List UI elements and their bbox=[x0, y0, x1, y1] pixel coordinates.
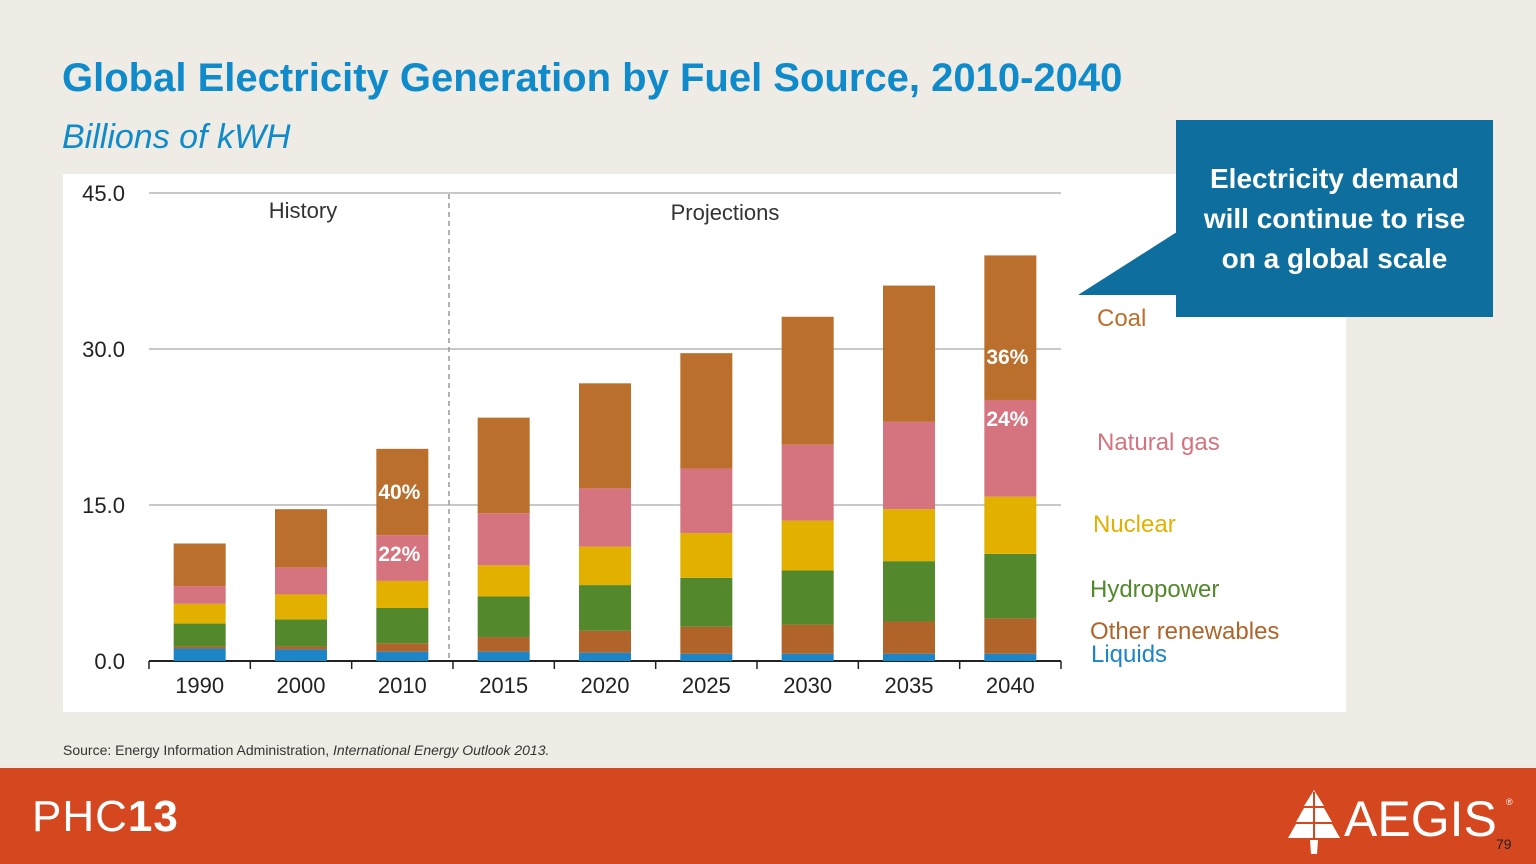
y-tick-label: 0.0 bbox=[94, 649, 125, 674]
footer-bar bbox=[0, 768, 1536, 864]
bar-segment-coal bbox=[275, 509, 327, 568]
x-tick-label: 2010 bbox=[378, 673, 427, 698]
bar-segment-coal bbox=[477, 417, 530, 514]
data-label: 22% bbox=[378, 543, 420, 566]
bar-segment-natural-gas bbox=[173, 586, 226, 604]
data-label: 24% bbox=[986, 408, 1028, 431]
x-tick-label: 2040 bbox=[986, 673, 1035, 698]
legend-label-coal: Coal bbox=[1097, 305, 1146, 332]
phc-logo: PHC13 bbox=[32, 792, 179, 842]
bar-segment-natural-gas bbox=[477, 513, 530, 566]
bar-segment-liquids bbox=[984, 653, 1037, 661]
bar-segment-nuclear bbox=[781, 520, 834, 571]
bar-segment-coal bbox=[781, 316, 834, 445]
legend-label-other-renewables: Other renewables bbox=[1090, 618, 1279, 645]
data-label: 36% bbox=[986, 346, 1028, 369]
y-tick-label: 45.0 bbox=[82, 181, 125, 206]
bar-segment-liquids bbox=[680, 653, 733, 661]
bar-segment-other-renewables bbox=[984, 618, 1037, 654]
bar-segment-hydropower bbox=[781, 570, 834, 625]
bar-segment-other-renewables bbox=[680, 626, 733, 654]
bar-segment-coal bbox=[376, 448, 429, 536]
bar-segment-other-renewables bbox=[275, 646, 327, 650]
bar-segment-nuclear bbox=[680, 533, 733, 578]
legend-label-natural-gas: Natural gas bbox=[1097, 429, 1220, 456]
y-tick-label: 30.0 bbox=[82, 337, 125, 362]
bar-segment-coal bbox=[984, 255, 1037, 400]
bar-segment-natural-gas bbox=[376, 535, 429, 581]
bar-segment-hydropower bbox=[376, 607, 429, 644]
bar-segment-natural-gas bbox=[781, 444, 834, 521]
bar-segment-natural-gas bbox=[883, 421, 935, 510]
phc-logo-prefix: PHC bbox=[32, 792, 128, 841]
bar-segment-coal bbox=[579, 383, 631, 489]
bar-segment-coal bbox=[680, 353, 733, 469]
bar-segment-other-renewables bbox=[376, 643, 429, 652]
bar-segment-liquids bbox=[579, 652, 631, 661]
callout-box: Electricity demand will continue to rise… bbox=[1176, 120, 1493, 317]
legend-label-liquids: Liquids bbox=[1091, 641, 1167, 668]
legend-label-nuclear: Nuclear bbox=[1093, 511, 1176, 538]
bar-segment-nuclear bbox=[275, 594, 327, 620]
bar-segment-natural-gas bbox=[680, 468, 733, 534]
bar-segment-other-renewables bbox=[173, 646, 226, 649]
bar-segment-hydropower bbox=[173, 623, 226, 647]
bar-segment-coal bbox=[173, 543, 226, 587]
slide-title: Global Electricity Generation by Fuel So… bbox=[62, 56, 1123, 100]
bar-segment-liquids bbox=[781, 653, 834, 661]
aegis-tree-icon bbox=[1288, 790, 1340, 854]
bar-segment-natural-gas bbox=[984, 399, 1037, 497]
bar-segment-hydropower bbox=[579, 585, 631, 631]
x-tick-label: 1990 bbox=[175, 673, 224, 698]
bar-segment-other-renewables bbox=[477, 637, 530, 652]
x-tick-label: 2035 bbox=[885, 673, 934, 698]
bar-segment-liquids bbox=[275, 649, 327, 661]
page-number: 79 bbox=[1496, 836, 1512, 852]
bar-segment-nuclear bbox=[883, 509, 935, 562]
registered-mark: ® bbox=[1506, 797, 1513, 807]
bar-segment-other-renewables bbox=[781, 624, 834, 654]
bar-segment-hydropower bbox=[984, 553, 1037, 619]
x-tick-label: 2000 bbox=[277, 673, 326, 698]
x-tick-label: 2020 bbox=[581, 673, 630, 698]
data-label: 40% bbox=[378, 481, 420, 504]
slide-subtitle: Billions of kWH bbox=[62, 118, 291, 156]
bar-segment-hydropower bbox=[477, 596, 530, 638]
bar-segment-nuclear bbox=[579, 546, 631, 586]
bar-segment-nuclear bbox=[477, 565, 530, 597]
bar-segment-nuclear bbox=[376, 580, 429, 608]
bar-segment-natural-gas bbox=[579, 488, 631, 547]
bar-segment-hydropower bbox=[275, 619, 327, 647]
x-tick-label: 2030 bbox=[783, 673, 832, 698]
x-tick-label: 2015 bbox=[479, 673, 528, 698]
bar-segment-hydropower bbox=[883, 561, 935, 622]
region-label-projections: Projections bbox=[671, 200, 780, 225]
bar-segment-liquids bbox=[173, 648, 226, 661]
bar-segment-other-renewables bbox=[579, 630, 631, 653]
source-note: Source: Energy Information Administratio… bbox=[63, 742, 549, 758]
y-tick-label: 15.0 bbox=[82, 493, 125, 518]
source-title: International Energy Outlook 2013. bbox=[333, 742, 550, 758]
aegis-logo-text: AEGIS bbox=[1344, 791, 1497, 847]
bar-segment-liquids bbox=[883, 653, 935, 661]
source-prefix: Source: Energy Information Administratio… bbox=[63, 742, 334, 758]
region-label-history: History bbox=[269, 198, 337, 223]
bar-segment-other-renewables bbox=[883, 621, 935, 654]
phc-logo-number: 13 bbox=[127, 792, 179, 841]
callout-text: Electricity demand will continue to rise… bbox=[1203, 162, 1466, 274]
bar-segment-liquids bbox=[376, 651, 429, 661]
bar-segment-coal bbox=[883, 285, 935, 422]
legend-label-hydropower: Hydropower bbox=[1090, 576, 1219, 603]
bar-segment-hydropower bbox=[680, 577, 733, 627]
chart-panel: 0.0 15.0 30.0 45.0 History Projections 1990 200… bbox=[63, 174, 1346, 712]
bar-segment-nuclear bbox=[984, 496, 1037, 554]
bar-segment-liquids bbox=[477, 651, 530, 661]
x-tick-label: 2025 bbox=[682, 673, 731, 698]
bar-segment-nuclear bbox=[173, 603, 226, 624]
stacked-bar-chart: 0.0 15.0 30.0 45.0 History Projections 1990 200… bbox=[82, 181, 1279, 698]
bar-segment-natural-gas bbox=[275, 567, 327, 595]
